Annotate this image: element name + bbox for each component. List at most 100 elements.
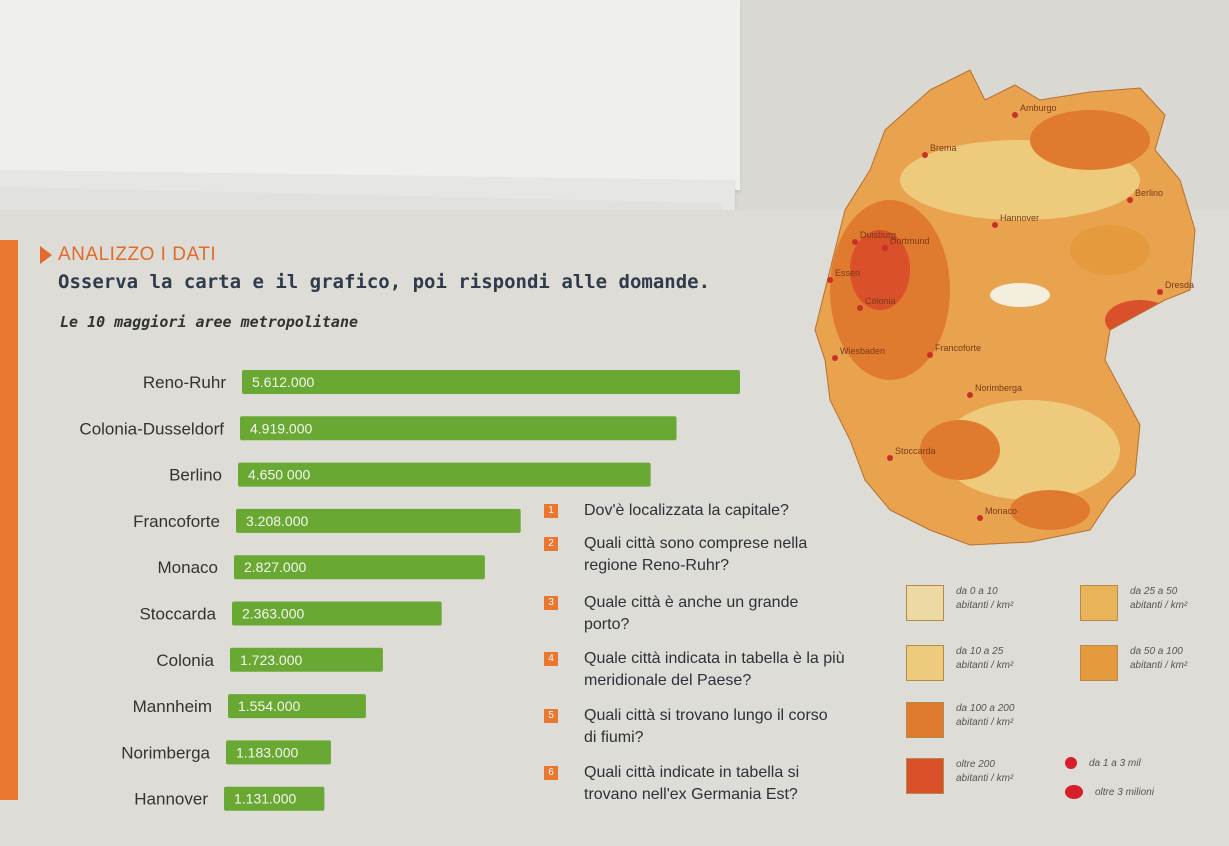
city-label: Essen: [835, 268, 860, 278]
germany-density-map: Amburgo Brema Berlino Hannover DuisburgDortm…: [814, 69, 1196, 546]
bar-category-label: Hannover: [134, 790, 208, 809]
city-marker: [852, 239, 858, 245]
legend-swatch: [1080, 585, 1118, 621]
city-marker: [967, 392, 973, 398]
legend-label: da 10 a 25 abitanti / km²: [956, 645, 1013, 673]
question-item: 3 Quale città è anche un grande porto?: [544, 592, 798, 633]
city-dot-icon: [1065, 757, 1077, 769]
map-region-very-high: [850, 230, 910, 310]
map-region-high: [1030, 110, 1150, 170]
bar-category-label: Colonia-Dusseldorf: [79, 419, 224, 438]
question-number: 5: [544, 708, 558, 723]
question-line: Quali città si trovano lungo il corso: [584, 707, 828, 724]
question-number: 6: [544, 765, 558, 780]
legend-swatch: [906, 758, 944, 794]
city-label: Monaco: [985, 506, 1017, 516]
legend-label: oltre 200 abitanti / km²: [956, 758, 1013, 786]
bar: [242, 370, 740, 394]
legend-label: da 0 a 10 abitanti / km²: [956, 585, 1013, 613]
city-marker: [857, 305, 863, 311]
city-marker: [882, 245, 888, 251]
bar-category-label: Monaco: [158, 558, 218, 577]
city-marker: [1127, 197, 1133, 203]
legend-unit: abitanti / km²: [1130, 660, 1188, 671]
city-marker: [1157, 289, 1163, 295]
question-number: 2: [544, 536, 558, 551]
question-line: regione Reno-Ruhr?: [584, 557, 729, 574]
legend-swatch: [1080, 645, 1118, 681]
legend-label: da 100 a 200 abitanti / km²: [956, 702, 1014, 730]
arrow-icon: [40, 246, 52, 264]
city-label: Duisburg: [860, 230, 896, 240]
city-label: Colonia: [865, 296, 896, 306]
question-text: Quale città indicata in tabella è la più…: [584, 648, 845, 692]
legend-unit: abitanti / km²: [956, 600, 1014, 611]
map-region-mid: [1070, 225, 1150, 275]
question-number: 3: [544, 595, 558, 610]
map-region-low: [940, 400, 1120, 500]
question-item: 5 Quali città si trovano lungo il corso di…: [544, 705, 828, 746]
city-label: Francoforte: [935, 343, 981, 353]
legend-item: da 100 a 200 abitanti / km²: [906, 702, 1014, 738]
bar-chart: Reno-Ruhr 5.612.000 Colonia-Dusseldorf 4.91…: [79, 370, 740, 811]
bar-category-label: Reno-Ruhr: [143, 373, 226, 392]
section-heading-text: ANALIZZO I DATI: [58, 244, 217, 265]
margin-stripe: [0, 240, 18, 800]
instruction-text: Osserva la carta e il grafico, poi rispo…: [58, 271, 711, 293]
legend-item: da 10 a 25 abitanti / km²: [906, 645, 1013, 681]
map-region-high: [920, 420, 1000, 480]
city-marker: [922, 152, 928, 158]
bar-value-label: 2.827.000: [244, 559, 306, 575]
city-marker: [977, 515, 983, 521]
legend-dot-label: oltre 3 milioni: [1095, 786, 1154, 798]
bar: [236, 508, 521, 533]
city-label: Dortmund: [890, 236, 930, 246]
question-text: Quali città sono comprese nella regione R…: [584, 533, 807, 577]
city-marker: [887, 455, 893, 461]
bar-value-label: 4.650 000: [248, 467, 310, 483]
bar-category-label: Berlino: [169, 466, 222, 485]
legend-range: da 10 a 25: [956, 646, 1004, 657]
legend-dot-item: da 1 a 3 mil: [1065, 757, 1141, 769]
city-label: Brema: [930, 143, 957, 153]
bar: [230, 647, 383, 672]
question-text: Quali città indicate in tabella si trovan…: [584, 762, 799, 806]
city-dot-icon: [1065, 785, 1083, 799]
question-line: Quale città è anche un grande: [584, 594, 799, 611]
question-item: 1 Dov'è localizzata la capitale?: [544, 500, 789, 522]
question-item: 6 Quali città indicate in tabella si trova…: [544, 762, 799, 803]
legend-range: da 100 a 200: [956, 703, 1015, 714]
legend-item: da 25 a 50 abitanti / km²: [1080, 585, 1187, 621]
question-number: 4: [544, 651, 558, 666]
bar: [238, 462, 651, 487]
city-marker: [992, 222, 998, 228]
bar-category-label: Mannheim: [133, 697, 212, 716]
legend-unit: abitanti / km²: [1130, 600, 1188, 611]
question-line: Dov'è localizzata la capitale?: [584, 502, 789, 519]
legend-range: da 25 a 50: [1130, 586, 1178, 597]
germany-outline: [814, 69, 1196, 546]
bar-category-label: Colonia: [156, 651, 214, 670]
question-number: 1: [544, 503, 558, 518]
city-marker: [927, 352, 933, 358]
bar-value-label: 5.612.000: [252, 374, 314, 390]
map-region-very-high: [1105, 300, 1175, 340]
legend-item: oltre 200 abitanti / km²: [906, 758, 1013, 794]
bar-category-label: Norimberga: [121, 743, 210, 762]
bar-value-label: 3.208.000: [246, 513, 308, 529]
question-text: Quale città è anche un grande porto?: [584, 592, 798, 636]
city-label: Stoccarda: [895, 446, 936, 456]
legend-swatch: [906, 645, 944, 681]
legend-item: da 0 a 10 abitanti / km²: [906, 585, 1013, 621]
bar: [234, 555, 485, 580]
city-marker: [1012, 112, 1018, 118]
question-item: 4 Quale città indicata in tabella è la pi…: [544, 648, 845, 689]
legend-range: da 0 a 10: [956, 586, 998, 597]
bar: [224, 786, 325, 811]
question-line: Quali città sono comprese nella: [584, 535, 808, 552]
question-line: meridionale del Paese?: [584, 672, 752, 689]
bar-category-label: Francoforte: [133, 512, 220, 531]
legend-swatch: [906, 702, 944, 738]
question-text: Dov'è localizzata la capitale?: [584, 500, 789, 522]
map-region-high: [1010, 490, 1090, 530]
